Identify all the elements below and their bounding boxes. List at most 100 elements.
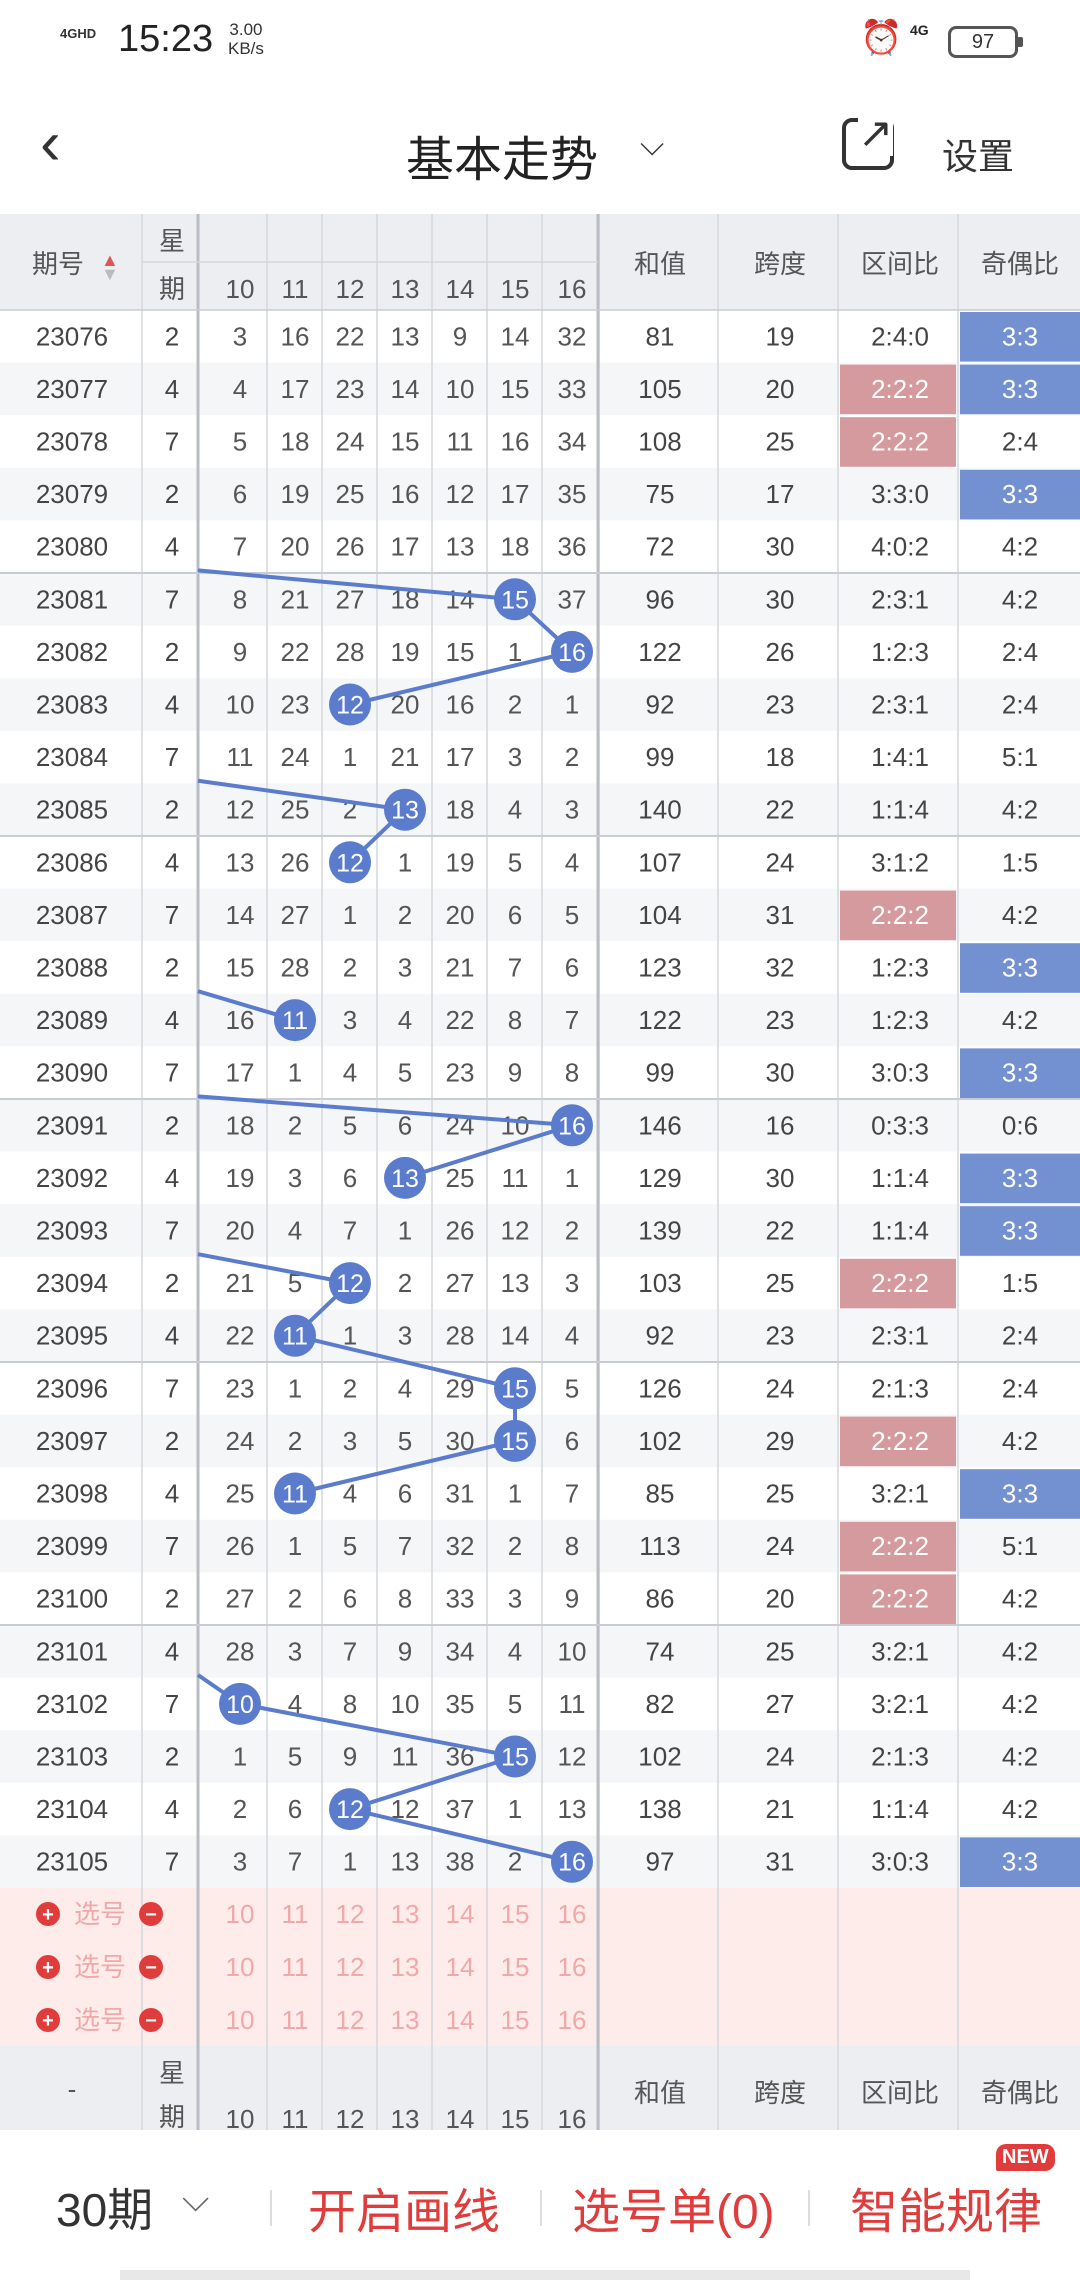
sum-cell: 81 — [646, 321, 675, 351]
miss-count-cell: 11 — [392, 1742, 419, 1772]
select-ball-12[interactable]: 12 — [336, 1952, 365, 1982]
select-ball-10[interactable]: 10 — [226, 1899, 255, 1929]
odd-even-cell: 3:3 — [1002, 1163, 1038, 1193]
select-ball-13[interactable]: 13 — [391, 2005, 420, 2035]
miss-count-cell: 25 — [336, 479, 365, 509]
miss-count-cell: 22 — [336, 321, 365, 351]
select-ball-16[interactable]: 16 — [558, 2005, 587, 2035]
minus-icon[interactable] — [139, 1902, 163, 1926]
period-selector[interactable]: 30期 — [56, 2184, 154, 2236]
miss-count-cell: 25 — [446, 1163, 475, 1193]
miss-count-cell: 4 — [508, 795, 522, 825]
miss-count-cell: 32 — [558, 321, 587, 351]
miss-count-cell: 2 — [398, 1268, 412, 1298]
weekday-cell: 2 — [165, 1426, 179, 1456]
minus-icon[interactable] — [139, 2008, 163, 2032]
sum-cell: 97 — [646, 1847, 675, 1877]
header-period[interactable]: 期号 — [32, 249, 84, 279]
svg-text:12: 12 — [336, 1796, 364, 1824]
miss-count-cell: 6 — [398, 1110, 412, 1140]
select-ball-10[interactable]: 10 — [226, 1952, 255, 1982]
miss-count-cell: 33 — [558, 374, 587, 404]
share-icon[interactable]: ↗ — [842, 110, 894, 170]
miss-count-cell: 35 — [446, 1689, 475, 1719]
select-ball-14[interactable]: 14 — [446, 2005, 475, 2035]
chevron-down-icon[interactable]: ⌵ — [182, 2178, 210, 2219]
span-cell: 30 — [766, 532, 795, 562]
chevron-down-icon[interactable]: ⌵ — [640, 126, 665, 162]
miss-count-cell: 17 — [226, 1058, 255, 1088]
miss-count-cell: 5 — [508, 847, 522, 877]
select-ball-11[interactable]: 11 — [282, 1899, 309, 1929]
draw-lines-button[interactable]: 开启画线 — [308, 2186, 501, 2239]
miss-count-cell: 5 — [288, 1742, 302, 1772]
miss-count-cell: 27 — [336, 584, 365, 614]
odd-even-highlight — [960, 1469, 1080, 1519]
footer-weekday: 星 — [159, 2058, 185, 2088]
range-ratio-cell: 2:3:1 — [871, 584, 929, 614]
plus-icon[interactable]: + — [42, 1957, 54, 1979]
period-cell: 23096 — [36, 1373, 108, 1403]
range-ratio-cell: 2:1:3 — [871, 1373, 929, 1403]
select-ball-15[interactable]: 15 — [501, 1899, 530, 1929]
page-title[interactable]: 基本走势 — [406, 134, 599, 187]
plus-icon[interactable] — [36, 1902, 60, 1926]
select-ball-11[interactable]: 11 — [282, 2005, 309, 2035]
weekday-cell: 2 — [165, 637, 179, 667]
select-ball-10[interactable]: 10 — [226, 2005, 255, 2035]
drawn-ball: 12 — [329, 683, 371, 726]
select-ball-12[interactable]: 12 — [336, 1899, 365, 1929]
select-ball-12[interactable]: 12 — [336, 2005, 365, 2035]
period-cell: 23083 — [36, 690, 108, 720]
select-ball-16[interactable]: 16 — [558, 1899, 587, 1929]
table-row — [0, 1151, 1080, 1205]
sum-cell: 103 — [638, 1268, 681, 1298]
minus-icon[interactable]: − — [145, 1904, 157, 1926]
miss-count-cell: 3 — [398, 953, 412, 983]
odd-even-cell: 3:3 — [1002, 1058, 1038, 1088]
weekday-cell: 7 — [165, 1689, 179, 1719]
select-ball-13[interactable]: 13 — [391, 1899, 420, 1929]
miss-count-cell: 6 — [343, 1163, 357, 1193]
smart-rules-button[interactable]: 智能规律 — [850, 2186, 1043, 2239]
miss-count-cell: 2 — [288, 1584, 302, 1614]
pick-list-button[interactable]: 选号单(0) — [572, 2186, 775, 2239]
plus-icon[interactable]: + — [42, 1904, 54, 1926]
range-ratio-highlight — [840, 364, 956, 415]
select-ball-11[interactable]: 11 — [282, 1952, 309, 1982]
weekday-cell: 4 — [165, 1636, 179, 1666]
chevron-left-icon[interactable]: ‹ — [40, 109, 61, 178]
header-ball-13: 13 — [391, 274, 420, 304]
select-ball-15[interactable]: 15 — [501, 2005, 530, 2035]
odd-even-cell: 2:4 — [1002, 427, 1038, 457]
minus-icon[interactable]: − — [145, 2010, 157, 2032]
select-ball-14[interactable]: 14 — [446, 1899, 475, 1929]
weekday-cell: 2 — [165, 795, 179, 825]
plus-icon[interactable] — [36, 2008, 60, 2032]
footer-ball-14: 14 — [446, 2104, 475, 2130]
miss-count-cell: 26 — [336, 532, 365, 562]
minus-icon[interactable]: − — [145, 1957, 157, 1979]
miss-count-cell: 21 — [391, 742, 420, 772]
sum-cell: 129 — [638, 1163, 681, 1193]
settings-button[interactable]: 设置 — [942, 136, 1015, 177]
miss-count-cell: 1 — [343, 900, 357, 930]
miss-count-cell: 5 — [398, 1426, 412, 1456]
select-ball-14[interactable]: 14 — [446, 1952, 475, 1982]
miss-count-cell: 11 — [502, 1163, 529, 1193]
select-ball-16[interactable]: 16 — [558, 1952, 587, 1982]
miss-count-cell: 3 — [233, 1847, 247, 1877]
miss-count-cell: 16 — [391, 479, 420, 509]
plus-icon[interactable] — [36, 1955, 60, 1979]
select-ball-15[interactable]: 15 — [501, 1952, 530, 1982]
odd-even-highlight — [960, 1837, 1080, 1887]
plus-icon[interactable]: + — [42, 2010, 54, 2032]
sort-icon[interactable]: ▼ — [101, 264, 119, 284]
minus-icon[interactable] — [139, 1955, 163, 1979]
table-row — [0, 678, 1080, 731]
sort-icon[interactable]: ▲ — [101, 250, 119, 270]
sum-cell: 105 — [638, 374, 681, 404]
select-ball-13[interactable]: 13 — [391, 1952, 420, 1982]
table-row — [0, 1677, 1080, 1731]
miss-count-cell: 2 — [508, 690, 522, 720]
